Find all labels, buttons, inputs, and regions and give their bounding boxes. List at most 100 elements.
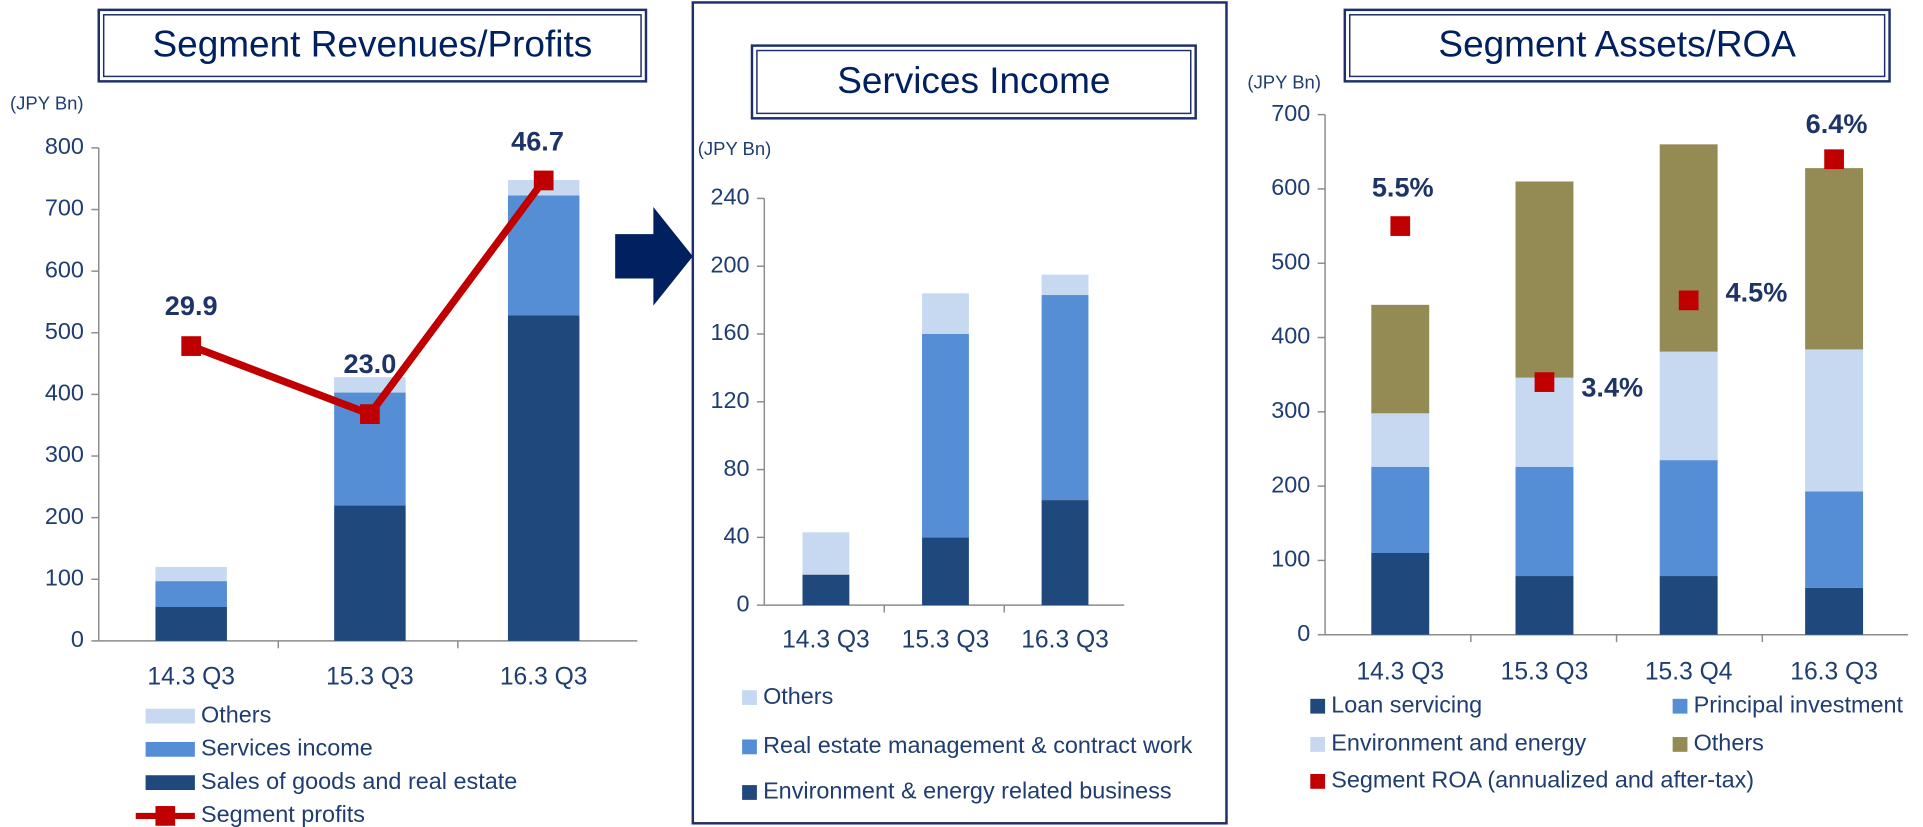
data-label: 3.4% bbox=[1581, 372, 1643, 403]
legend-label: Others bbox=[1694, 730, 1764, 756]
legend-label: Loan servicing bbox=[1331, 691, 1482, 717]
y-tick-label: 700 bbox=[45, 195, 84, 221]
bar-segment bbox=[1515, 377, 1574, 467]
x-tick-label: 14.3 Q3 bbox=[147, 663, 235, 690]
y-axis-unit: (JPY Bn) bbox=[10, 93, 84, 114]
bar-segment bbox=[1515, 466, 1574, 577]
y-tick-label: 200 bbox=[45, 503, 84, 529]
legend-label: Principal investment bbox=[1694, 691, 1904, 717]
bar-segment bbox=[1371, 466, 1430, 554]
data-label: 5.5% bbox=[1372, 171, 1434, 202]
x-tick-label: 15.3 Q3 bbox=[1501, 658, 1589, 685]
y-tick-label: 300 bbox=[1271, 397, 1310, 423]
point-marker bbox=[181, 336, 202, 356]
legend-label: Others bbox=[763, 683, 833, 709]
point-marker bbox=[360, 404, 380, 424]
title-box bbox=[1343, 8, 1891, 83]
chart-title: Segment Assets/ROA bbox=[1438, 24, 1796, 65]
title-box-inner bbox=[756, 49, 1192, 115]
title-box-inner bbox=[102, 14, 642, 78]
legend-swatch bbox=[742, 690, 757, 705]
y-axis-unit: (JPY Bn) bbox=[1247, 72, 1321, 93]
data-label: 23.0 bbox=[344, 348, 397, 379]
y-tick-label: 0 bbox=[71, 626, 84, 652]
legend-swatch bbox=[1310, 774, 1326, 789]
y-tick-label: 800 bbox=[45, 133, 84, 159]
bar-segment bbox=[922, 293, 969, 335]
y-tick-label: 120 bbox=[710, 387, 749, 413]
y-tick-label: 0 bbox=[1297, 620, 1310, 646]
y-tick-label: 700 bbox=[1271, 100, 1310, 126]
x-tick-label: 16.3 Q3 bbox=[500, 663, 588, 690]
legend-label: Segment ROA (annualized and after-tax) bbox=[1331, 767, 1754, 793]
bar-segment bbox=[155, 566, 227, 582]
bar-segment bbox=[802, 574, 850, 606]
y-tick-label: 500 bbox=[1271, 248, 1310, 274]
y-tick-label: 400 bbox=[45, 380, 84, 406]
legend-swatch bbox=[1672, 698, 1688, 714]
legend-label: Environment & energy related business bbox=[763, 778, 1172, 804]
bar-segment bbox=[1371, 413, 1430, 467]
legend-swatch bbox=[742, 785, 757, 800]
point-marker bbox=[1678, 290, 1699, 311]
y-axis-unit: (JPY Bn) bbox=[698, 138, 772, 159]
y-tick-label: 160 bbox=[710, 319, 749, 345]
legend-label: Real estate management & contract work bbox=[763, 732, 1193, 758]
panel-border bbox=[691, 1, 1228, 825]
chart-title: Services Income bbox=[837, 60, 1110, 101]
chart-title: Segment Revenues/Profits bbox=[152, 24, 592, 65]
title-box bbox=[97, 8, 648, 83]
bar-segment bbox=[1659, 460, 1718, 577]
bar-segment bbox=[1805, 349, 1864, 492]
legend-label: Services income bbox=[201, 735, 373, 761]
x-tick-label: 15.3 Q4 bbox=[1645, 658, 1733, 685]
bar-segment bbox=[507, 315, 580, 641]
bar-segment bbox=[1041, 274, 1089, 296]
y-tick-label: 40 bbox=[723, 523, 749, 549]
x-tick-label: 15.3 Q3 bbox=[902, 626, 990, 653]
x-tick-label: 15.3 Q3 bbox=[326, 663, 414, 690]
point-marker bbox=[1390, 216, 1411, 236]
bar-segment bbox=[155, 581, 227, 608]
y-tick-label: 100 bbox=[1271, 546, 1310, 572]
legend-swatch bbox=[1310, 737, 1326, 752]
bar-segment bbox=[1371, 553, 1430, 635]
legend-marker bbox=[155, 806, 176, 826]
y-tick-label: 200 bbox=[1271, 471, 1310, 497]
y-tick-label: 80 bbox=[723, 455, 749, 481]
y-tick-label: 0 bbox=[736, 590, 749, 616]
y-tick-label: 100 bbox=[45, 564, 84, 590]
bar-segment bbox=[1041, 295, 1089, 501]
bar-segment bbox=[1515, 181, 1574, 378]
title-box-inner bbox=[1348, 14, 1886, 78]
bar-segment bbox=[1371, 304, 1430, 414]
bar-segment bbox=[1659, 351, 1718, 461]
legend-swatch bbox=[1310, 698, 1326, 714]
point-marker bbox=[1824, 149, 1844, 170]
arrow bbox=[615, 207, 693, 306]
legend-label: Others bbox=[201, 701, 271, 727]
bar-segment bbox=[922, 537, 969, 606]
bar-segment bbox=[1659, 144, 1718, 352]
legend-swatch bbox=[145, 775, 195, 791]
legend-swatch bbox=[145, 708, 195, 724]
data-label: 29.9 bbox=[165, 290, 218, 321]
point-marker bbox=[533, 170, 554, 191]
bar-segment bbox=[155, 607, 227, 641]
legend-label: Environment and energy bbox=[1331, 730, 1586, 756]
bar-segment bbox=[802, 532, 850, 575]
x-tick-label: 14.3 Q3 bbox=[782, 626, 870, 653]
y-tick-label: 500 bbox=[45, 318, 84, 344]
bar-segment bbox=[1805, 587, 1864, 635]
legend-label: Sales of goods and real estate bbox=[201, 768, 517, 794]
y-tick-label: 600 bbox=[1271, 174, 1310, 200]
bar-segment bbox=[1041, 500, 1089, 606]
x-tick-label: 16.3 Q3 bbox=[1021, 626, 1109, 653]
bar-segment bbox=[1515, 576, 1574, 635]
data-label: 46.7 bbox=[511, 126, 564, 157]
bar-segment bbox=[922, 334, 969, 538]
legend-swatch bbox=[742, 739, 757, 755]
y-tick-label: 240 bbox=[710, 184, 749, 210]
legend-swatch bbox=[1672, 737, 1688, 752]
